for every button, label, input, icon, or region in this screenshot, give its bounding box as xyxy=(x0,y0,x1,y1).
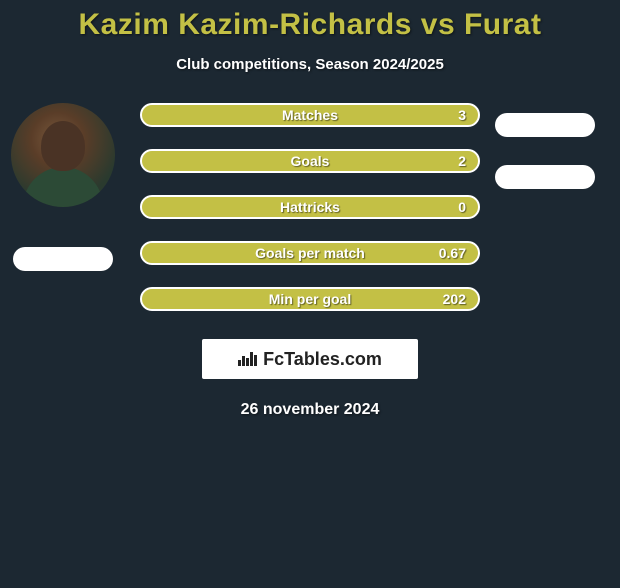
stat-label: Min per goal xyxy=(269,291,351,307)
stat-row: Min per goal 202 xyxy=(140,287,480,311)
comparison-content: Matches 3 Goals 2 Hattricks 0 Goals per match 0… xyxy=(0,103,620,311)
stat-label: Matches xyxy=(282,107,338,123)
stat-label: Hattricks xyxy=(280,199,340,215)
player-right-column xyxy=(490,113,600,189)
branding-badge: FcTables.com xyxy=(202,339,418,379)
player-avatar xyxy=(11,103,115,207)
subtitle: Club competitions, Season 2024/2025 xyxy=(0,56,620,73)
stat-value: 202 xyxy=(443,291,466,307)
right-pill xyxy=(495,113,595,137)
page-title: Kazim Kazim-Richards vs Furat xyxy=(0,8,620,42)
stat-label: Goals per match xyxy=(255,245,365,261)
player-left-column xyxy=(8,103,118,271)
stat-value: 2 xyxy=(458,153,466,169)
right-pill xyxy=(495,165,595,189)
date-label: 26 november 2024 xyxy=(0,401,620,419)
stat-value: 0 xyxy=(458,199,466,215)
stat-row: Matches 3 xyxy=(140,103,480,127)
stat-row: Hattricks 0 xyxy=(140,195,480,219)
stat-row: Goals per match 0.67 xyxy=(140,241,480,265)
stats-list: Matches 3 Goals 2 Hattricks 0 Goals per match 0… xyxy=(140,103,480,311)
branding-text: FcTables.com xyxy=(263,349,382,370)
chart-icon xyxy=(238,352,257,366)
stat-value: 3 xyxy=(458,107,466,123)
stat-row: Goals 2 xyxy=(140,149,480,173)
stat-label: Goals xyxy=(291,153,330,169)
left-pill xyxy=(13,247,113,271)
stat-value: 0.67 xyxy=(439,245,466,261)
